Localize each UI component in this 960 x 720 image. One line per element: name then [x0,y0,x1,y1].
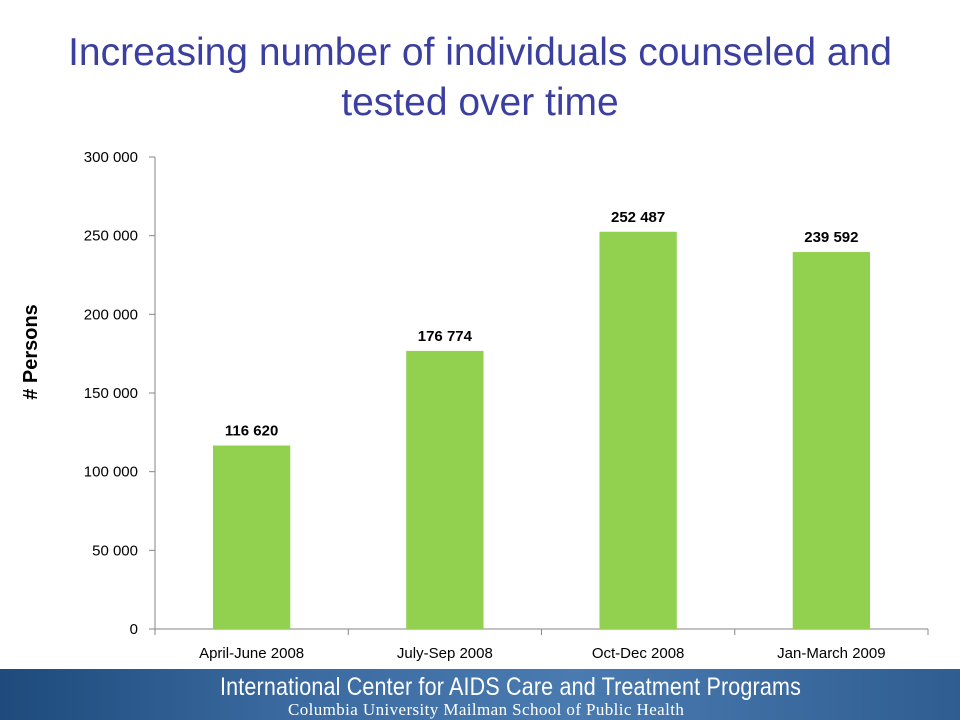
bars [212,231,871,629]
y-tick-label: 0 [130,621,138,638]
y-tick-label: 200 000 [84,306,138,323]
x-tick-label: Oct-Dec 2008 [592,645,685,662]
bar-value-label: 252 487 [611,209,665,226]
footer-banner: International Center for AIDS Care and T… [0,669,960,720]
x-tick-label: April-June 2008 [199,645,304,662]
y-tick-label: 100 000 [84,464,138,481]
y-tick-label: 300 000 [84,149,138,166]
x-axis: April-June 2008 July-Sep 2008 Oct-Dec 2008… [154,628,929,662]
bar [406,350,484,629]
bar-chart: 0 50 000 100 000 150 000 200 000 250 000 300 0… [20,149,929,662]
bar-value-label: 239 592 [804,229,858,246]
y-tick-label: 250 000 [84,228,138,245]
bar-value-label: 176 774 [418,328,473,345]
chart-title: Increasing number of individuals counsel… [68,31,892,124]
y-tick-label: 50 000 [92,542,138,559]
y-axis: 0 50 000 100 000 150 000 200 000 250 000 300 0… [84,149,156,638]
bar [599,231,677,629]
bar [792,252,871,629]
footer-school-name: Columbia University Mailman School of Pu… [288,700,685,719]
x-tick-label: July-Sep 2008 [397,645,493,662]
bar-value-label: 116 620 [225,423,278,440]
y-axis-label: # Persons [20,304,42,400]
data-labels: 116 620 176 774 252 487 239 592 [225,209,859,440]
y-tick-label: 150 000 [84,385,138,402]
x-tick-label: Jan-March 2009 [777,645,885,662]
footer-org-name: International Center for AIDS Care and T… [220,673,802,701]
bar [212,445,291,629]
